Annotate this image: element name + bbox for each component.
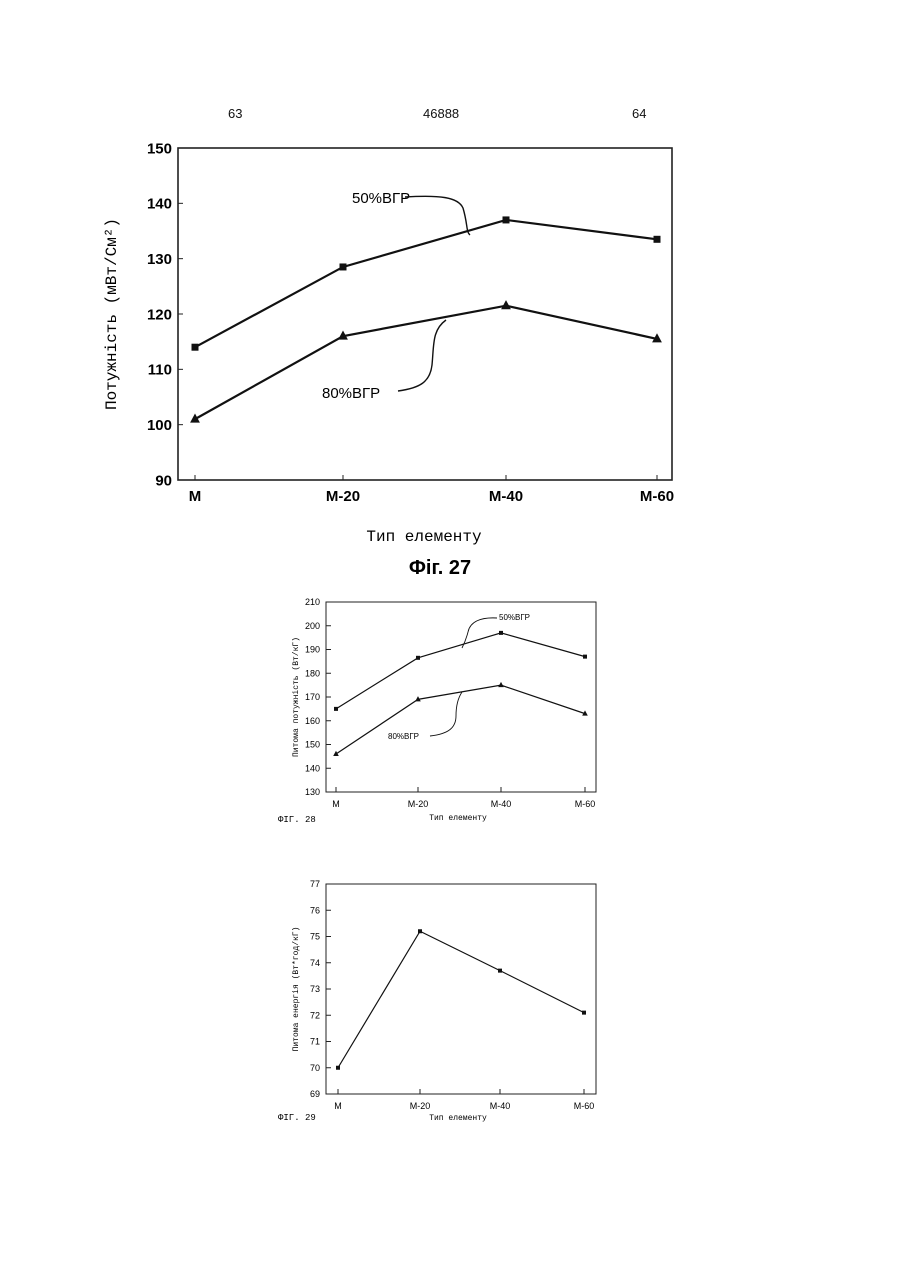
data-point-square [334,707,338,711]
series-label-leader [405,196,470,235]
y-tick-label: 76 [310,905,320,915]
data-point-square [582,1011,586,1015]
series-label: 80%ВГР [322,385,380,402]
y-tick-label: 190 [305,645,320,655]
y-tick-label: 73 [310,984,320,994]
x-axis-label: Тип елементу [366,528,482,546]
series-label-leader [398,320,446,391]
data-point-square [498,969,502,973]
plot-frame [326,884,596,1094]
y-tick-label: 72 [310,1010,320,1020]
x-tick-label: M-40 [490,1101,511,1111]
series-line-1 [336,633,585,709]
series-line-2 [195,306,657,419]
data-point-square [192,344,199,351]
y-tick-label: 140 [305,763,320,773]
y-tick-label: 210 [305,597,320,607]
y-tick-label: 71 [310,1037,320,1047]
x-axis-label: Тип елементу [429,814,487,823]
chart-1: 90 100 110 120 130 140 150 M M-20 M-40 M-60 50%ВГР 8… [103,140,674,579]
data-point-triangle [498,682,504,687]
series-line-1 [195,220,657,347]
data-point-square [336,1066,340,1070]
x-tick-label: M-20 [326,488,360,505]
y-tick-label: 130 [305,787,320,797]
data-point-square [499,631,503,635]
x-tick-label: M-60 [575,799,596,809]
x-axis-label: Тип елементу [429,1114,487,1123]
y-axis-label: Питома енергія (Вт*год/кГ) [292,927,301,1052]
y-tick-label: 130 [147,251,172,268]
plot-frame [326,602,596,792]
y-axis-label: Питома потужність (Вт/кГ) [292,637,301,757]
data-point-square [583,655,587,659]
y-tick-label: 70 [310,1063,320,1073]
series-line-1 [338,931,584,1068]
y-tick-label: 69 [310,1089,320,1099]
x-tick-label: M [334,1101,342,1111]
y-tick-label: 100 [147,417,172,434]
data-point-square [418,929,422,933]
y-tick-label: 170 [305,692,320,702]
y-tick-label: 150 [147,140,172,157]
x-tick-label: M [189,488,202,505]
y-tick-label: 120 [147,306,172,323]
series-label: 80%ВГР [388,732,419,741]
y-tick-label: 77 [310,879,320,889]
plot-frame [178,148,672,480]
x-tick-label: M-40 [491,799,512,809]
figures-canvas: 90 100 110 120 130 140 150 M M-20 M-40 M-60 50%ВГР 8… [0,0,900,1274]
y-tick-label: 75 [310,932,320,942]
figure-caption: ФІГ. 28 [278,815,316,825]
chart-2: 130 140 150 160 170 180 190 200 210 M M-20 M-40 M-60… [278,597,596,825]
x-tick-label: M-60 [640,488,674,505]
series-label: 50%ВГР [499,613,530,622]
data-point-square [416,656,420,660]
y-tick-label: 160 [305,716,320,726]
x-tick-label: M-60 [574,1101,595,1111]
y-tick-label: 150 [305,740,320,750]
data-point-square [340,263,347,270]
x-tick-label: M-20 [410,1101,431,1111]
data-point-square [503,216,510,223]
x-tick-label: M-40 [489,488,523,505]
chart-3: 69 70 71 72 73 74 75 76 77 M M-20 M-40 M-60 Питома ен… [278,879,596,1123]
y-axis-label: Потужність (мВт/См²) [103,218,121,410]
series-label-leader [430,692,462,736]
data-point-triangle [501,300,511,309]
y-tick-label: 140 [147,196,172,213]
y-tick-label: 90 [155,472,172,489]
x-tick-label: M-20 [408,799,429,809]
x-tick-label: M [332,799,340,809]
series-label: 50%ВГР [352,190,410,207]
figure-caption: ФІГ. 29 [278,1113,316,1123]
y-tick-label: 110 [148,362,172,379]
data-point-square [654,236,661,243]
y-tick-label: 180 [305,668,320,678]
y-tick-label: 74 [310,958,320,968]
figure-caption: Фіг. 27 [409,557,471,579]
y-tick-label: 200 [305,621,320,631]
